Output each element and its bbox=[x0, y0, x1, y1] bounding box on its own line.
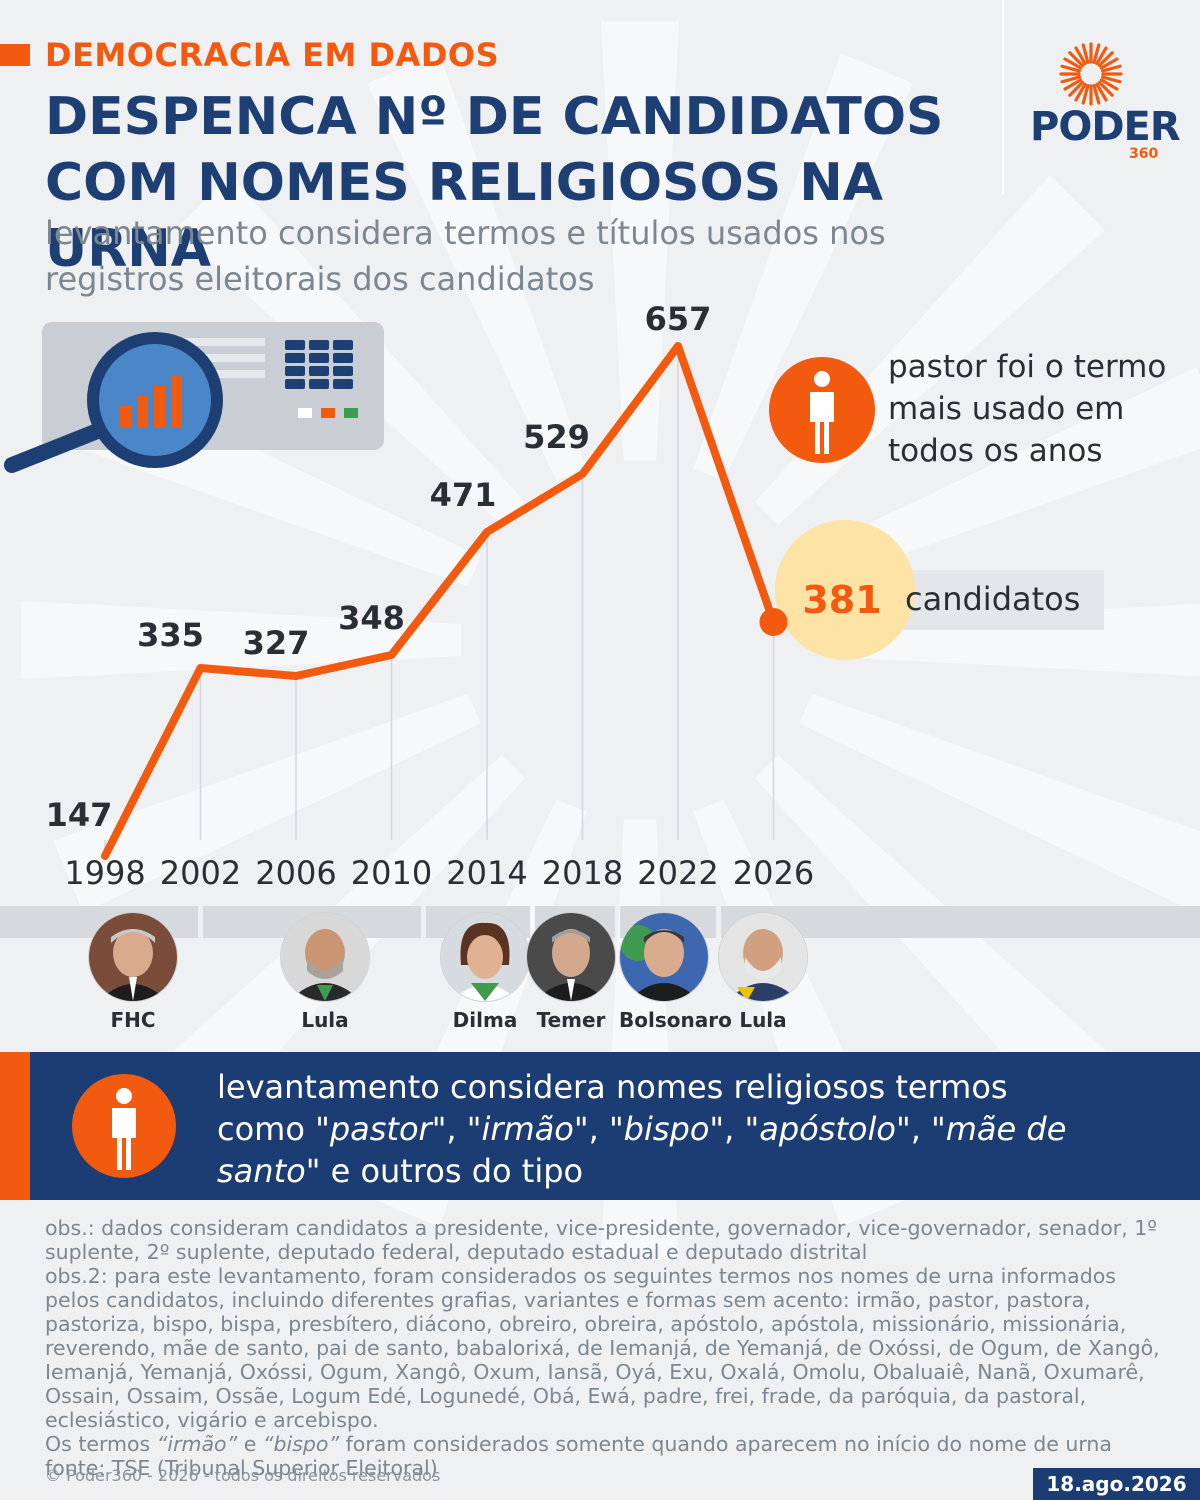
callout-text: levantamento considera nomes religiosos … bbox=[217, 1068, 1067, 1190]
person-icon bbox=[72, 1074, 176, 1178]
data-label: 348 bbox=[338, 599, 405, 637]
x-tick-label: 2014 bbox=[446, 854, 527, 892]
obs-2: obs.2: para este levantamento, foram con… bbox=[45, 1264, 1160, 1432]
x-tick-label: 2026 bbox=[733, 854, 814, 892]
portrait-lula bbox=[280, 912, 370, 1002]
poder360-sun-icon bbox=[1059, 42, 1123, 106]
logo-number: 360 bbox=[1129, 146, 1159, 162]
page-subtitle: levantamento considera termos e títulos … bbox=[45, 214, 886, 298]
logo-divider bbox=[1002, 0, 1004, 195]
x-tick-label: 1998 bbox=[64, 854, 145, 892]
line-chart: 147 335 327 348 471 529 657 381 1998 2002 2006 201… bbox=[4, 300, 1104, 892]
x-tick-label: 2018 bbox=[542, 854, 623, 892]
footnotes: obs.: dados consideram candidatos a pres… bbox=[45, 1216, 1165, 1480]
obs-3: Os termos “irmão” e “bispo” foram consid… bbox=[45, 1432, 1112, 1456]
portrait-dilma bbox=[440, 912, 530, 1002]
pastor-note: pastor foi o termo mais usado em todos o… bbox=[888, 349, 1167, 469]
term-pastor: "pastor" bbox=[315, 1110, 447, 1148]
president-bolsonaro: Bolsonaro bbox=[619, 912, 732, 1032]
x-tick-label: 2002 bbox=[160, 854, 241, 892]
president-lula-2: Lula bbox=[718, 912, 808, 1032]
data-label: 657 bbox=[645, 300, 712, 338]
kicker-bar bbox=[0, 44, 30, 66]
term-irmao: "irmão" bbox=[466, 1110, 589, 1148]
person-icon bbox=[769, 357, 875, 463]
president-dilma: Dilma bbox=[440, 912, 530, 1032]
portrait-bolsonaro bbox=[619, 912, 709, 1002]
president-name: Dilma bbox=[452, 1008, 518, 1032]
callout-accent bbox=[0, 1052, 30, 1200]
president-fhc: FHC bbox=[88, 912, 178, 1032]
term-apostolo: "apóstolo" bbox=[744, 1110, 911, 1148]
highlight-circle bbox=[775, 520, 915, 660]
page-title: DESPENCA Nº DE CANDIDATOS COM NOMES RELI… bbox=[45, 87, 944, 279]
x-tick-label: 2022 bbox=[637, 854, 718, 892]
kicker: DEMOCRACIA EM DADOS bbox=[45, 36, 500, 74]
data-point bbox=[759, 608, 788, 636]
magnifier-icon bbox=[4, 332, 223, 473]
logo-text: PODER bbox=[1030, 104, 1181, 150]
data-label: 335 bbox=[137, 616, 204, 654]
data-label: 471 bbox=[430, 476, 497, 514]
president-name: Bolsonaro bbox=[619, 1008, 732, 1032]
x-tick-label: 2006 bbox=[255, 854, 336, 892]
publish-date: 18.ago.2026 bbox=[1033, 1468, 1200, 1500]
president-name: Lula bbox=[301, 1008, 349, 1032]
callout-box: levantamento considera nomes religiosos … bbox=[0, 1052, 1200, 1200]
series-line bbox=[101, 342, 778, 860]
obs-1: obs.: dados consideram candidatos a pres… bbox=[45, 1216, 1157, 1264]
term-bispo: "bispo" bbox=[608, 1110, 725, 1148]
portrait-temer bbox=[526, 912, 616, 1002]
portrait-fhc bbox=[88, 912, 178, 1002]
copyright: © Poder360 - 2026 - todos os direitos re… bbox=[45, 1466, 441, 1485]
president-lula-1: Lula bbox=[280, 912, 370, 1032]
term-mae-de-santo: "mãe de santo" bbox=[217, 1110, 1067, 1190]
data-label: 529 bbox=[523, 418, 590, 456]
data-label: 327 bbox=[243, 624, 310, 662]
portrait-lula bbox=[718, 912, 808, 1002]
president-name: Temer bbox=[536, 1008, 606, 1032]
x-tick-label: 2010 bbox=[351, 854, 432, 892]
president-temer: Temer bbox=[526, 912, 616, 1032]
callout-line1: levantamento considera nomes religiosos … bbox=[217, 1068, 1008, 1106]
data-label: 381 bbox=[802, 578, 881, 622]
president-name: Lula bbox=[739, 1008, 787, 1032]
source: fonte: TSE (Tribunal Superior Eleitoral) bbox=[45, 1456, 438, 1480]
data-label: 147 bbox=[46, 796, 113, 834]
president-name: FHC bbox=[110, 1008, 156, 1032]
highlight-label: candidatos bbox=[905, 580, 1081, 618]
